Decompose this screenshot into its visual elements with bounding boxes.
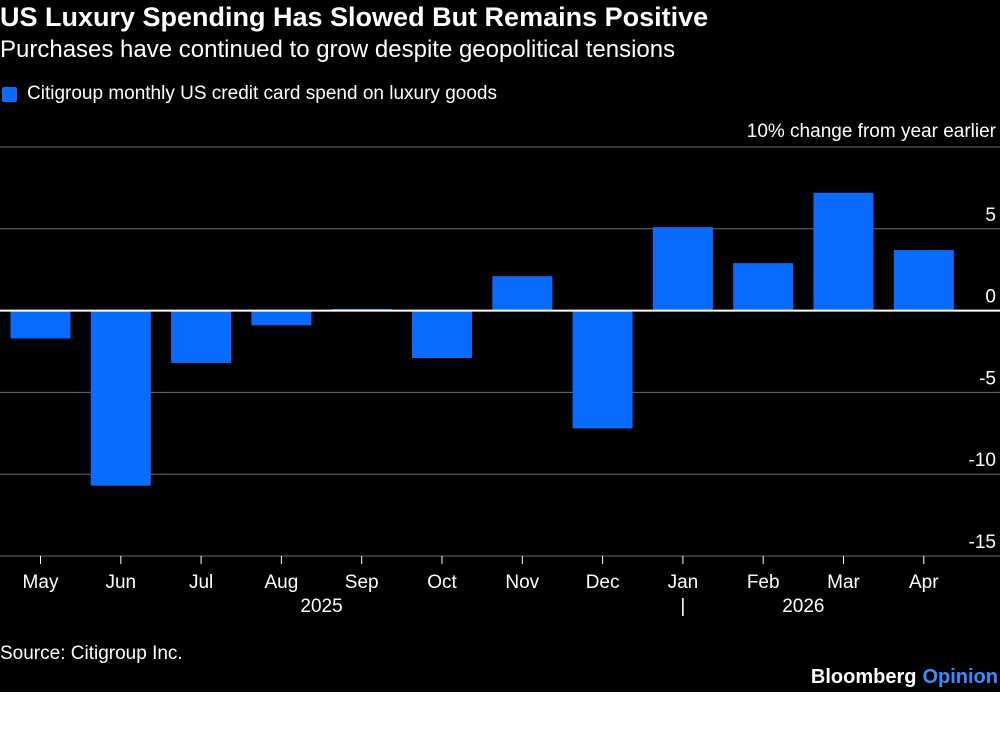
year-divider: | <box>680 596 685 617</box>
bar-chart: 10% change from year earlier -15 -10 -5 0 5 Ma… <box>0 121 1000 617</box>
chart-title: US Luxury Spending Has Slowed But Remain… <box>0 2 709 32</box>
bar <box>251 310 312 326</box>
x-tick-label: Sep <box>345 572 379 593</box>
chart-subtitle: Purchases have continued to grow despite… <box>0 36 676 63</box>
x-tick-label: Feb <box>747 572 780 593</box>
bar <box>893 250 954 311</box>
x-tick-label: Dec <box>586 572 620 593</box>
y-tick-label: -10 <box>969 450 996 471</box>
x-tick-label: Jun <box>105 572 136 593</box>
year-label: 2025 <box>300 596 342 617</box>
x-tick-label: Jul <box>189 572 213 593</box>
bar <box>171 310 232 363</box>
brand-logo: Bloomberg Opinion <box>811 666 998 689</box>
brand-accent: Opinion <box>922 666 998 688</box>
y-tick-label: -5 <box>979 368 996 389</box>
x-tick-label: Apr <box>909 572 939 593</box>
x-tick-label: May <box>23 572 59 593</box>
bar <box>652 227 713 311</box>
bar <box>733 263 794 311</box>
year-label: 2026 <box>782 596 824 617</box>
legend-label: Citigroup monthly US credit card spend o… <box>27 83 497 104</box>
source-note: Source: Citigroup Inc. <box>0 643 183 664</box>
bar <box>412 310 472 359</box>
y-tick-label: 0 <box>985 287 996 308</box>
x-tick-label: Jan <box>668 572 699 593</box>
bar <box>10 310 71 339</box>
brand-main: Bloomberg <box>810 666 917 688</box>
x-tick-label: Aug <box>264 572 298 593</box>
bar <box>492 276 553 311</box>
chart-frame: US Luxury Spending Has Slowed But Remain… <box>0 0 1000 692</box>
y-axis-title: 10% change from year earlier <box>747 121 997 142</box>
y-tick-label: 5 <box>985 205 996 226</box>
legend-swatch <box>2 86 17 102</box>
x-tick-label: Nov <box>505 572 539 593</box>
bar <box>813 192 874 311</box>
x-tick-label: Oct <box>427 572 457 593</box>
legend: Citigroup monthly US credit card spend o… <box>2 83 497 105</box>
y-tick-label: -15 <box>969 532 996 553</box>
bar <box>572 310 633 429</box>
bar <box>90 310 151 486</box>
x-tick-label: Mar <box>827 572 860 593</box>
